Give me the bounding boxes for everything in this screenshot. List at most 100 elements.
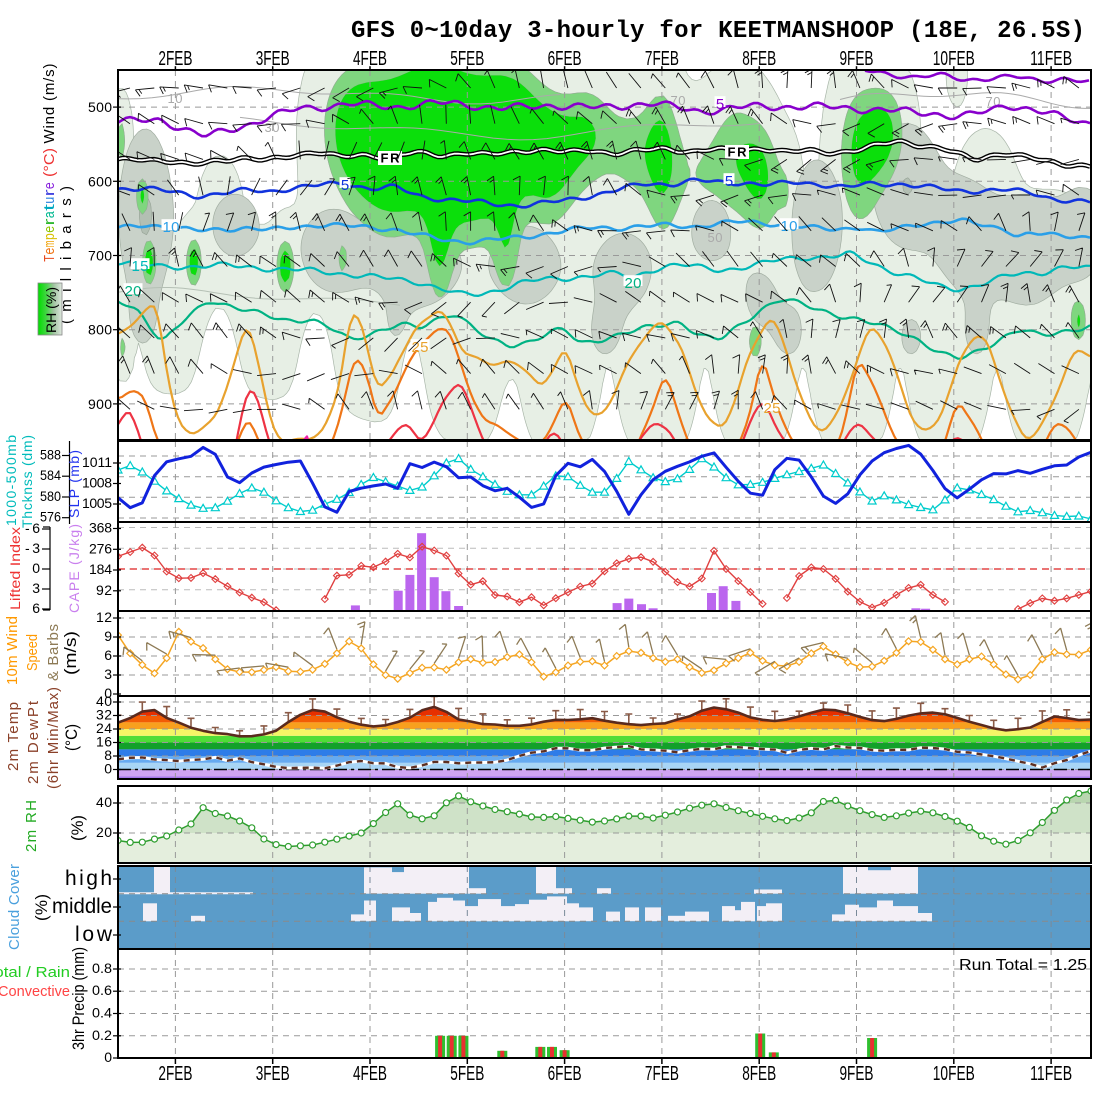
svg-text:FR: FR [381,151,401,166]
svg-text:0.6: 0.6 [92,982,112,998]
svg-text:3FEB: 3FEB [256,1063,290,1085]
svg-text:& Barbs: & Barbs [45,624,62,681]
svg-text:900: 900 [88,396,112,412]
svg-text:20: 20 [625,275,642,292]
svg-text:Lifted Index: Lifted Index [7,527,23,610]
svg-text:0.2: 0.2 [92,1027,112,1043]
svg-text:70: 70 [671,93,686,108]
svg-text:15: 15 [132,258,149,275]
svg-text:576: 576 [40,509,61,525]
svg-text:2FEB: 2FEB [158,48,192,70]
svg-text:8FEB: 8FEB [742,48,776,70]
svg-text:Convective: Convective [0,983,70,1000]
svg-text:(6hr Min/Max): (6hr Min/Max) [45,687,62,789]
svg-text:9: 9 [104,628,112,644]
svg-text:8FEB: 8FEB [742,1063,776,1085]
svg-text:24: 24 [96,720,112,736]
svg-text:25: 25 [412,339,429,356]
svg-text:588: 588 [40,447,61,463]
svg-text:9FEB: 9FEB [840,48,874,70]
svg-text:0.4: 0.4 [92,1005,112,1021]
svg-text:3FEB: 3FEB [256,48,290,70]
svg-text:5: 5 [725,173,733,190]
svg-text:m: m [41,240,58,247]
svg-text:10FEB: 10FEB [933,1063,975,1085]
svg-text:10FEB: 10FEB [933,48,975,70]
svg-text:8: 8 [104,747,112,763]
svg-text:(°C): (°C) [62,724,81,751]
svg-text:700: 700 [88,248,112,264]
svg-text:1011: 1011 [82,454,112,470]
svg-text:Thcknss (dm): Thcknss (dm) [19,435,35,528]
svg-text:9FEB: 9FEB [840,1063,874,1085]
svg-text:368: 368 [89,520,112,536]
svg-text:6: 6 [104,647,112,663]
svg-text:25: 25 [764,400,781,417]
svg-text:7FEB: 7FEB [645,48,679,70]
svg-text:2m Temp: 2m Temp [5,702,22,771]
svg-text:a: a [41,211,58,218]
svg-text:Wind (m/s): Wind (m/s) [41,64,58,144]
svg-text:1005: 1005 [82,495,112,511]
svg-text:1008: 1008 [82,475,112,491]
svg-text:5: 5 [716,96,724,113]
svg-text:10: 10 [781,218,798,235]
svg-text:T: T [41,255,58,262]
svg-text:16: 16 [96,734,112,750]
svg-text:10m Wind: 10m Wind [4,616,21,685]
svg-text:0: 0 [32,560,40,576]
svg-text:e: e [41,226,58,233]
svg-text:2FEB: 2FEB [158,1063,192,1085]
svg-text:p: p [41,233,58,240]
svg-text:middle: middle [52,895,112,918]
svg-text:Cloud Cover: Cloud Cover [6,864,23,950]
svg-text:4FEB: 4FEB [353,48,387,70]
svg-text:7FEB: 7FEB [645,1063,679,1085]
svg-text:12: 12 [96,609,112,625]
svg-text:0: 0 [104,1049,112,1065]
svg-text:Speed: Speed [24,634,41,671]
svg-text:e: e [41,182,58,189]
svg-text:92: 92 [96,582,112,598]
svg-text:584: 584 [40,467,61,483]
svg-text:r: r [41,190,58,197]
svg-text:(%): (%) [68,815,87,841]
svg-text:0: 0 [104,685,112,701]
svg-text:5: 5 [341,177,349,194]
svg-text:30: 30 [265,120,280,135]
svg-text:276: 276 [89,540,112,556]
svg-text:Run Total = 1.25: Run Total = 1.25 [959,957,1087,974]
svg-text:40: 40 [96,693,112,709]
svg-text:10: 10 [168,91,183,106]
svg-text:(%): (%) [32,894,51,921]
svg-text:500: 500 [88,99,112,115]
svg-text:(°C): (°C) [41,148,58,177]
svg-text:CAPE (J/kg): CAPE (J/kg) [66,524,82,613]
svg-text:0.8: 0.8 [92,960,112,976]
svg-text:SLP (mb): SLP (mb) [66,450,82,518]
svg-text:6FEB: 6FEB [548,48,582,70]
svg-text:-3: -3 [25,540,40,556]
svg-text:e: e [41,248,58,255]
svg-text:20: 20 [125,283,142,300]
svg-text:11FEB: 11FEB [1030,48,1072,70]
svg-text:u: u [41,197,58,204]
svg-text:4FEB: 4FEB [353,1063,387,1085]
svg-text:3: 3 [104,666,112,682]
svg-text:low: low [75,923,113,946]
svg-text:r: r [41,219,58,226]
svg-text:FR: FR [728,145,748,160]
svg-text:11FEB: 11FEB [1030,1063,1072,1085]
svg-text:6FEB: 6FEB [548,1063,582,1085]
svg-text:32: 32 [96,707,112,723]
svg-text:t: t [41,203,58,211]
svg-text:5FEB: 5FEB [450,48,484,70]
svg-text:800: 800 [88,322,112,338]
svg-text:GFS 0~10day 3-hourly for KEETM: GFS 0~10day 3-hourly for KEETMANSHOOP (1… [351,18,1085,45]
svg-text:1000-500mb: 1000-500mb [3,435,19,526]
svg-text:2m RH: 2m RH [23,800,40,852]
svg-text:3hr Precip (mm): 3hr Precip (mm) [69,947,88,1050]
svg-text:184: 184 [89,561,112,577]
svg-text:6: 6 [32,600,40,616]
svg-text:Total / Rain: Total / Rain [0,964,70,981]
